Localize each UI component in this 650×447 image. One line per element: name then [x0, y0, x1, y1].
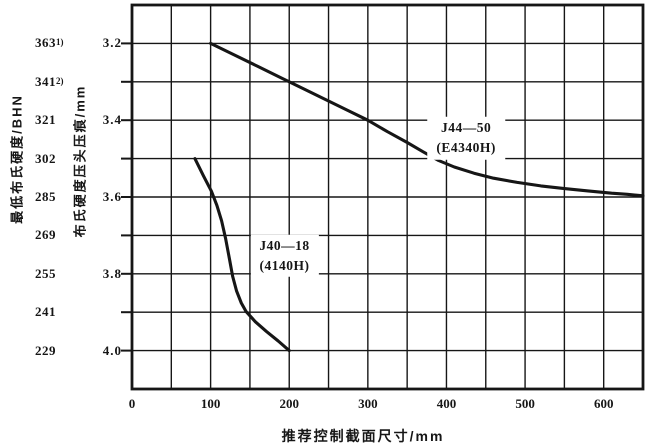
- series-name-j44-50: J44—50: [440, 119, 492, 135]
- indentation-tick-label: 4.0: [102, 342, 122, 358]
- series-alloy-4140h: (4140H): [259, 257, 310, 273]
- indentation-tick-label: 3.4: [102, 112, 122, 128]
- x-tick-label: 400: [436, 396, 457, 411]
- indentation-tick-label: 3.8: [102, 265, 122, 281]
- indentation-axis-title: 布氏硬度压头压痕/mm: [72, 84, 88, 238]
- bhn-tick-label: 302: [35, 150, 56, 166]
- bhn-tick-label: 321: [35, 112, 56, 128]
- bhn-tick-label: 241: [35, 304, 56, 320]
- series-name-j40-18: J40—18: [259, 237, 310, 253]
- series-curve-j40-18: [193, 157, 291, 353]
- x-tick-label: 100: [200, 396, 221, 411]
- x-tick-label: 0: [128, 396, 136, 411]
- bhn-tick-label: 341 2): [35, 73, 64, 89]
- x-axis-title: 推荐控制截面尺寸/mm: [281, 428, 445, 444]
- x-tick-label: 600: [593, 396, 614, 411]
- bhn-tick-label: 229: [35, 342, 56, 358]
- footnote-marker: 2): [56, 75, 64, 86]
- bhn-tick-label: 363 1): [35, 35, 64, 51]
- series-label-j44-50: J44—50 (E4340H): [427, 116, 505, 160]
- series-alloy-e4340h: (E4340H): [436, 140, 496, 156]
- x-tick-label: 300: [358, 396, 378, 411]
- series-label-j40-18: J40—18 (4140H): [250, 234, 319, 277]
- bhn-tick-label: 269: [35, 227, 56, 243]
- x-tick-label: 500: [515, 396, 535, 411]
- indentation-tick-label: 3.6: [102, 189, 122, 204]
- bhn-tick-label: 255: [35, 265, 56, 281]
- indentation-tick-label: 3.2: [102, 35, 122, 51]
- x-tick-label: 200: [279, 396, 299, 411]
- bhn-tick-label: 285: [35, 189, 56, 204]
- footnote-marker: 1): [56, 37, 64, 48]
